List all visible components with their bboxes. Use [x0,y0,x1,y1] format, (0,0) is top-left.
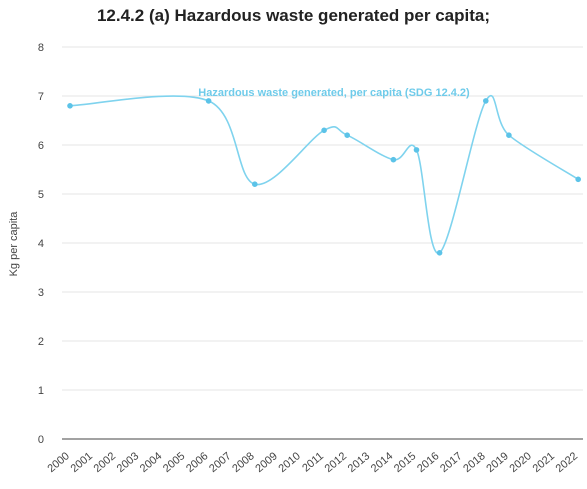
x-tick-label: 2020 [507,450,533,475]
axes: 0123456782000200120022003200420052006200… [38,42,583,475]
y-axis-label: Kg per capita [8,211,20,277]
y-tick-label: 4 [38,238,44,250]
x-tick-label: 2001 [69,450,95,475]
series-group [67,94,581,256]
x-tick-label: 2014 [369,450,395,475]
x-tick-label: 2017 [438,450,464,475]
y-tick-label: 8 [38,42,44,54]
data-point [205,98,212,104]
series-line [69,94,579,254]
data-point [436,250,443,256]
data-point [252,181,258,187]
y-tick-label: 2 [38,336,44,348]
x-tick-label: 2007 [207,450,233,475]
x-tick-label: 2009 [253,450,279,475]
x-tick-label: 2008 [230,450,256,475]
data-point [575,176,581,183]
y-tick-label: 5 [38,189,44,201]
y-tick-label: 1 [38,385,44,397]
data-point [483,98,489,104]
x-tick-label: 2018 [461,450,487,475]
x-tick-label: 2019 [484,450,510,475]
x-tick-label: 2013 [346,450,372,475]
x-tick-label: 2015 [392,450,418,475]
x-tick-label: 2005 [161,450,187,475]
x-tick-label: 2002 [92,450,118,475]
data-point [390,156,397,163]
x-tick-label: 2016 [415,450,441,475]
x-tick-label: 2021 [531,450,557,475]
data-point [67,103,73,109]
x-tick-label: 2010 [276,450,302,475]
y-tick-label: 0 [38,434,44,446]
data-point [413,147,420,153]
y-tick-label: 6 [38,140,44,152]
data-point [321,127,327,134]
series-label: Hazardous waste generated, per capita (S… [198,87,470,99]
data-point [344,132,351,138]
x-tick-label: 2003 [115,450,141,475]
x-tick-label: 2022 [554,450,580,475]
chart-title: 12.4.2 (a) Hazardous waste generated per… [96,6,491,25]
x-tick-label: 2004 [138,450,164,475]
data-point [506,132,512,138]
gridlines [62,46,583,391]
x-tick-label: 2006 [184,450,210,475]
y-tick-label: 3 [38,287,44,299]
x-tick-label: 2011 [300,450,326,474]
x-tick-label: 2000 [45,450,71,475]
y-tick-label: 7 [38,91,44,103]
x-tick-label: 2012 [323,450,349,475]
